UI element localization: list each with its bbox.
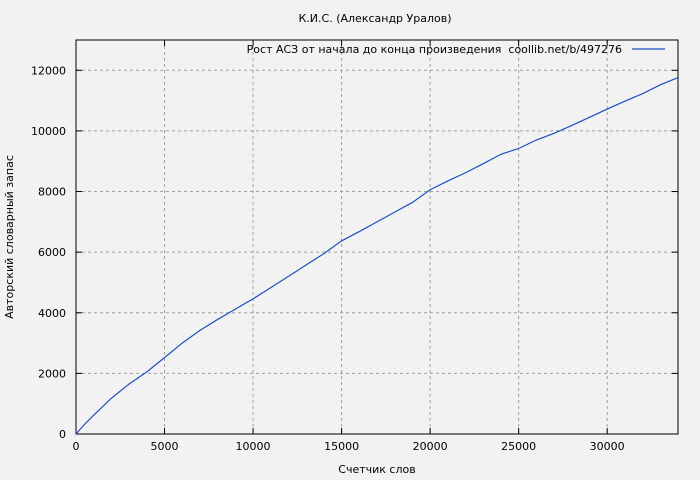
x-axis-label: Счетчик слов [338,463,415,476]
x-tick-label: 30000 [590,440,625,453]
y-tick-label: 4000 [38,307,66,320]
y-tick-label: 8000 [38,186,66,199]
x-tick-label: 15000 [324,440,359,453]
grid [76,40,678,434]
x-tick-label: 25000 [501,440,536,453]
x-tick-label: 5000 [151,440,179,453]
y-tick-label: 2000 [38,367,66,380]
y-axis: 0 2000 4000 6000 8000 10000 12000 [31,64,678,441]
y-tick-label: 12000 [31,64,66,77]
y-tick-label: 0 [59,428,66,441]
y-tick-label: 10000 [31,125,66,138]
x-tick-label: 20000 [413,440,448,453]
series-line [75,77,679,435]
plot-border [75,39,679,435]
y-axis-label: Авторский словарный запас [3,155,16,319]
chart-title: К.И.С. (Александр Уралов) [299,12,452,25]
x-tick-label: 0 [73,440,80,453]
x-axis: 0 5000 10000 15000 20000 25000 30000 [73,40,625,453]
x-tick-label: 10000 [236,440,271,453]
y-tick-label: 6000 [38,246,66,259]
legend-label: Рост АСЗ от начала до конца произведения… [247,43,622,56]
